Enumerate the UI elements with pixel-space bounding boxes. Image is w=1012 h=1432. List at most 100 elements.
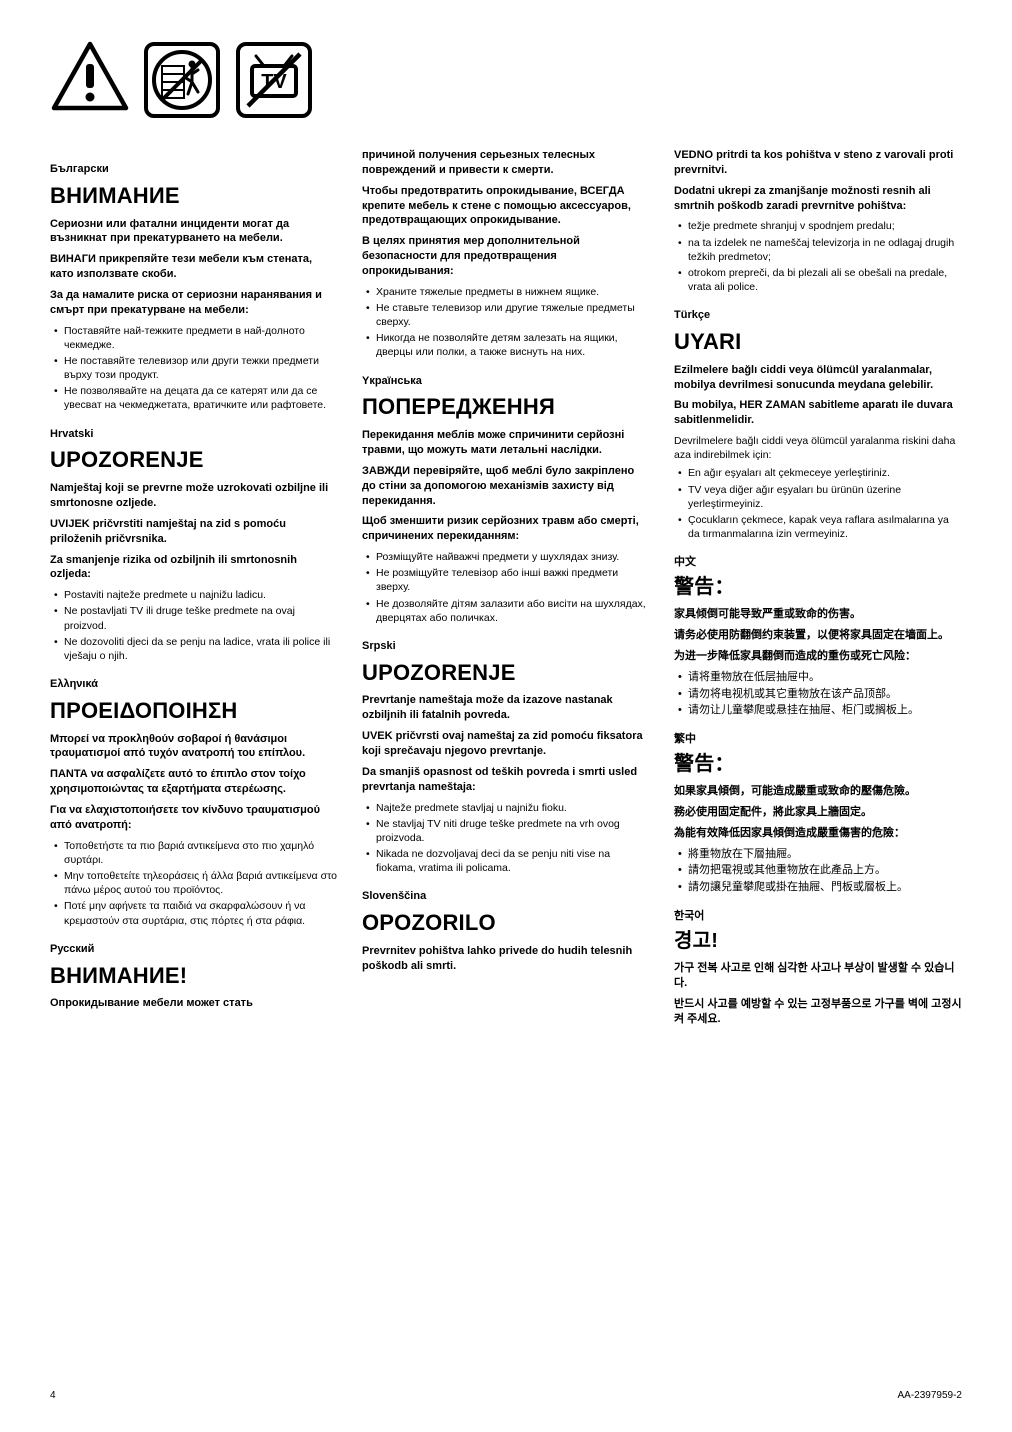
bullet-item: Не ставьте телевизор или другие тяжелые … bbox=[362, 301, 650, 329]
warning-heading: ВНИМАНИЕ! bbox=[50, 961, 338, 991]
bullet-item: Никогда не позволяйте детям залезать на … bbox=[362, 331, 650, 359]
bold-paragraph: причиной получения серьезных телесных по… bbox=[362, 148, 650, 178]
bold-paragraph: 務必使用固定配件，將此家具上牆固定。 bbox=[674, 805, 962, 820]
lang-section: Slovenščina OPOZORILO Prevrnitev pohištva … bbox=[362, 889, 650, 973]
warning-heading: UYARI bbox=[674, 327, 962, 357]
bold-paragraph: Ezilmelere bağlı ciddi veya ölümcül yara… bbox=[674, 363, 962, 393]
bullet-item: TV veya diğer ağır eşyaları bu ürünün üz… bbox=[674, 483, 962, 511]
lang-section: 繁中警告：如果家具傾倒，可能造成嚴重或致命的壓傷危險。務必使用固定配件，將此家具… bbox=[674, 732, 962, 895]
language-label: Slovenščina bbox=[362, 889, 650, 904]
lang-section: Srpski UPOZORENJE Prevrtanje nameštaja mož… bbox=[362, 639, 650, 875]
bullet-list: težje predmete shranjuj v spodnjem preda… bbox=[674, 219, 962, 294]
language-label: 한국어 bbox=[674, 909, 962, 924]
content-columns: БългарскиВНИМАНИЕСериозни или фатални ин… bbox=[50, 148, 962, 1026]
warning-heading: ПОПЕРЕДЖЕННЯ bbox=[362, 392, 650, 422]
language-label: 中文 bbox=[674, 555, 962, 570]
warning-heading: OPOZORILO bbox=[362, 908, 650, 938]
bullet-item: Не дозволяйте дітям залазити або висіти … bbox=[362, 597, 650, 625]
bullet-list: Τοποθετήστε τα πιο βαριά αντικείμενα στο… bbox=[50, 839, 338, 928]
bullet-item: Не поставяйте телевизор или други тежки … bbox=[50, 354, 338, 382]
bullet-item: Ne postavljati TV ili druge teške predme… bbox=[50, 604, 338, 632]
warning-triangle-icon bbox=[50, 40, 130, 112]
bullet-item: otrokom prepreči, da bi plezali ali se o… bbox=[674, 266, 962, 294]
bold-paragraph: ЗАВЖДИ перевіряйте, щоб меблі було закрі… bbox=[362, 464, 650, 509]
language-label: Български bbox=[50, 162, 338, 177]
bullet-item: Розміщуйте найважчі предмети у шухлядах … bbox=[362, 550, 650, 564]
bullet-item: Не розміщуйте телевізор або інші важкі п… bbox=[362, 566, 650, 594]
bold-paragraph: Μπορεί να προκληθούν σοβαροί ή θανάσιμοι… bbox=[50, 732, 338, 762]
bullet-item: Не позволявайте на децата да се катерят … bbox=[50, 384, 338, 412]
bullet-item: Μην τοποθετείτε τηλεοράσεις ή άλλα βαριά… bbox=[50, 869, 338, 897]
bullet-item: Postaviti najteže predmete u najnižu lad… bbox=[50, 588, 338, 602]
bold-paragraph: Щоб зменшити ризик серйозних травм або с… bbox=[362, 514, 650, 544]
language-label: Türkçe bbox=[674, 308, 962, 323]
language-label: Hrvatski bbox=[50, 427, 338, 442]
bold-paragraph: Чтобы предотвратить опрокидывание, ВСЕГД… bbox=[362, 184, 650, 229]
language-label: Yкраїнська bbox=[362, 374, 650, 389]
lang-section: 한국어경고!가구 전복 사고로 인해 심각한 사고나 부상이 발생할 수 있습니… bbox=[674, 909, 962, 1026]
bold-paragraph: 為能有效降低因家具傾倒造成嚴重傷害的危險： bbox=[674, 826, 962, 841]
bold-paragraph: VEDNO pritrdi ta kos pohištva v steno z … bbox=[674, 148, 962, 178]
bullet-item: 請勿讓兒童攀爬或掛在抽屜、門板或層板上。 bbox=[674, 880, 962, 895]
bold-paragraph: Перекидання меблів може спричинити серйо… bbox=[362, 428, 650, 458]
lang-section: 中文警告：家具倾倒可能导致严重或致命的伤害。请务必使用防翻倒约束装置，以便将家具… bbox=[674, 555, 962, 718]
warning-heading: UPOZORENJE bbox=[50, 445, 338, 475]
bold-paragraph: UVIJEK pričvrstiti namještaj na zid s po… bbox=[50, 517, 338, 547]
bullet-list: Postaviti najteže predmete u najnižu lad… bbox=[50, 588, 338, 663]
bullet-list: Najteže predmete stavljaj u najnižu fiok… bbox=[362, 801, 650, 876]
bold-paragraph: Dodatni ukrepi za zmanjšanje možnosti re… bbox=[674, 184, 962, 214]
bullet-item: Ne dozovoliti djeci da se penju na ladic… bbox=[50, 635, 338, 663]
language-label: 繁中 bbox=[674, 732, 962, 747]
language-label: Ελληνικά bbox=[50, 677, 338, 692]
lang-section: Hrvatski UPOZORENJE Namještaj koji se prev… bbox=[50, 427, 338, 663]
bullet-list: 將重物放在下層抽屜。請勿把電視或其他重物放在此產品上方。請勿讓兒童攀爬或掛在抽屜… bbox=[674, 847, 962, 896]
lang-section: Ελληνικά ΠΡΟΕΙΔΟΠΟΙΗΣΗ Μπορεί να προκληθού… bbox=[50, 677, 338, 928]
bullet-item: 請勿把電視或其他重物放在此產品上方。 bbox=[674, 863, 962, 878]
lang-section: Yкраїнська ПОПЕРЕДЖЕННЯ Перекидання меблів… bbox=[362, 374, 650, 625]
no-climb-icon bbox=[142, 40, 222, 120]
bold-paragraph: За да намалите риска от сериозни нараняв… bbox=[50, 288, 338, 318]
bullet-item: Najteže predmete stavljaj u najnižu fiok… bbox=[362, 801, 650, 815]
lang-section: БългарскиВНИМАНИЕСериозни или фатални ин… bbox=[50, 162, 338, 413]
warning-heading: 경고! bbox=[674, 928, 962, 955]
bold-paragraph: 为进一步降低家具翻倒而造成的重伤或死亡风险： bbox=[674, 649, 962, 664]
bullet-list: Поставяйте най-тежките предмети в най-до… bbox=[50, 324, 338, 413]
no-tv-icon: TV bbox=[234, 40, 314, 120]
bullet-item: Храните тяжелые предметы в нижнем ящике. bbox=[362, 285, 650, 299]
bullet-item: Nikada ne dozvoljavaj deci da se penju n… bbox=[362, 847, 650, 875]
bold-paragraph: Prevrnitev pohištva lahko privede do hud… bbox=[362, 944, 650, 974]
lang-section: Türkçe UYARI Ezilmelere bağlı ciddi veya ö… bbox=[674, 308, 962, 541]
warning-heading: ΠΡΟΕΙΔΟΠΟΙΗΣΗ bbox=[50, 696, 338, 726]
language-label: Srpski bbox=[362, 639, 650, 654]
page-number: 4 bbox=[50, 1389, 56, 1403]
bold-paragraph: 家具倾倒可能导致严重或致命的伤害。 bbox=[674, 607, 962, 622]
page-footer: 4 AA-2397959-2 bbox=[50, 1389, 962, 1403]
bullet-item: 请勿让儿童攀爬或悬挂在抽屉、柜门或搁板上。 bbox=[674, 703, 962, 718]
bullet-item: 將重物放在下層抽屜。 bbox=[674, 847, 962, 862]
lang-section: Русский ВНИМАНИЕ! Опрокидывание мебели мож… bbox=[50, 942, 338, 1011]
bold-paragraph: Za smanjenje rizika od ozbiljnih ili smr… bbox=[50, 553, 338, 583]
bullet-item: težje predmete shranjuj v spodnjem preda… bbox=[674, 219, 962, 233]
bullet-item: Поставяйте най-тежките предмети в най-до… bbox=[50, 324, 338, 352]
bold-paragraph: Για να ελαχιστοποιήσετε τον κίνδυνο τραυ… bbox=[50, 803, 338, 833]
bullet-list: 请将重物放在低层抽屉中。请勿将电视机或其它重物放在该产品顶部。请勿让儿童攀爬或悬… bbox=[674, 670, 962, 719]
bullet-item: En ağır eşyaları alt çekmeceye yerleştir… bbox=[674, 466, 962, 480]
bold-paragraph: Prevrtanje nameštaja može da izazove nas… bbox=[362, 693, 650, 723]
bold-paragraph: 请务必使用防翻倒约束装置，以便将家具固定在墙面上。 bbox=[674, 628, 962, 643]
bold-paragraph: Namještaj koji se prevrne može uzrokovat… bbox=[50, 481, 338, 511]
bold-paragraph: В целях принятия мер дополнительной безо… bbox=[362, 234, 650, 279]
warning-icons-row: TV bbox=[50, 40, 962, 120]
bold-paragraph: ΠΑΝΤΑ να ασφαλίζετε αυτό το έπιπλο στον … bbox=[50, 767, 338, 797]
warning-heading: 警告： bbox=[674, 751, 962, 778]
bullet-item: Çocukların çekmece, kapak veya raflara a… bbox=[674, 513, 962, 541]
bold-paragraph: Опрокидывание мебели может стать bbox=[50, 996, 338, 1011]
bold-paragraph: ВИНАГИ прикрепяйте тези мебели към стена… bbox=[50, 252, 338, 282]
bold-paragraph: Da smanjiš opasnost od teških povreda i … bbox=[362, 765, 650, 795]
lang-section: VEDNO pritrdi ta kos pohištva v steno z … bbox=[674, 148, 962, 294]
bullet-list: Розміщуйте найважчі предмети у шухлядах … bbox=[362, 550, 650, 625]
bold-paragraph: Bu mobilya, HER ZAMAN sabitleme aparatı … bbox=[674, 398, 962, 428]
warning-heading: ВНИМАНИЕ bbox=[50, 181, 338, 211]
language-label: Русский bbox=[50, 942, 338, 957]
bold-paragraph: UVEK pričvrsti ovaj nameštaj za zid pomo… bbox=[362, 729, 650, 759]
warning-heading: UPOZORENJE bbox=[362, 658, 650, 688]
